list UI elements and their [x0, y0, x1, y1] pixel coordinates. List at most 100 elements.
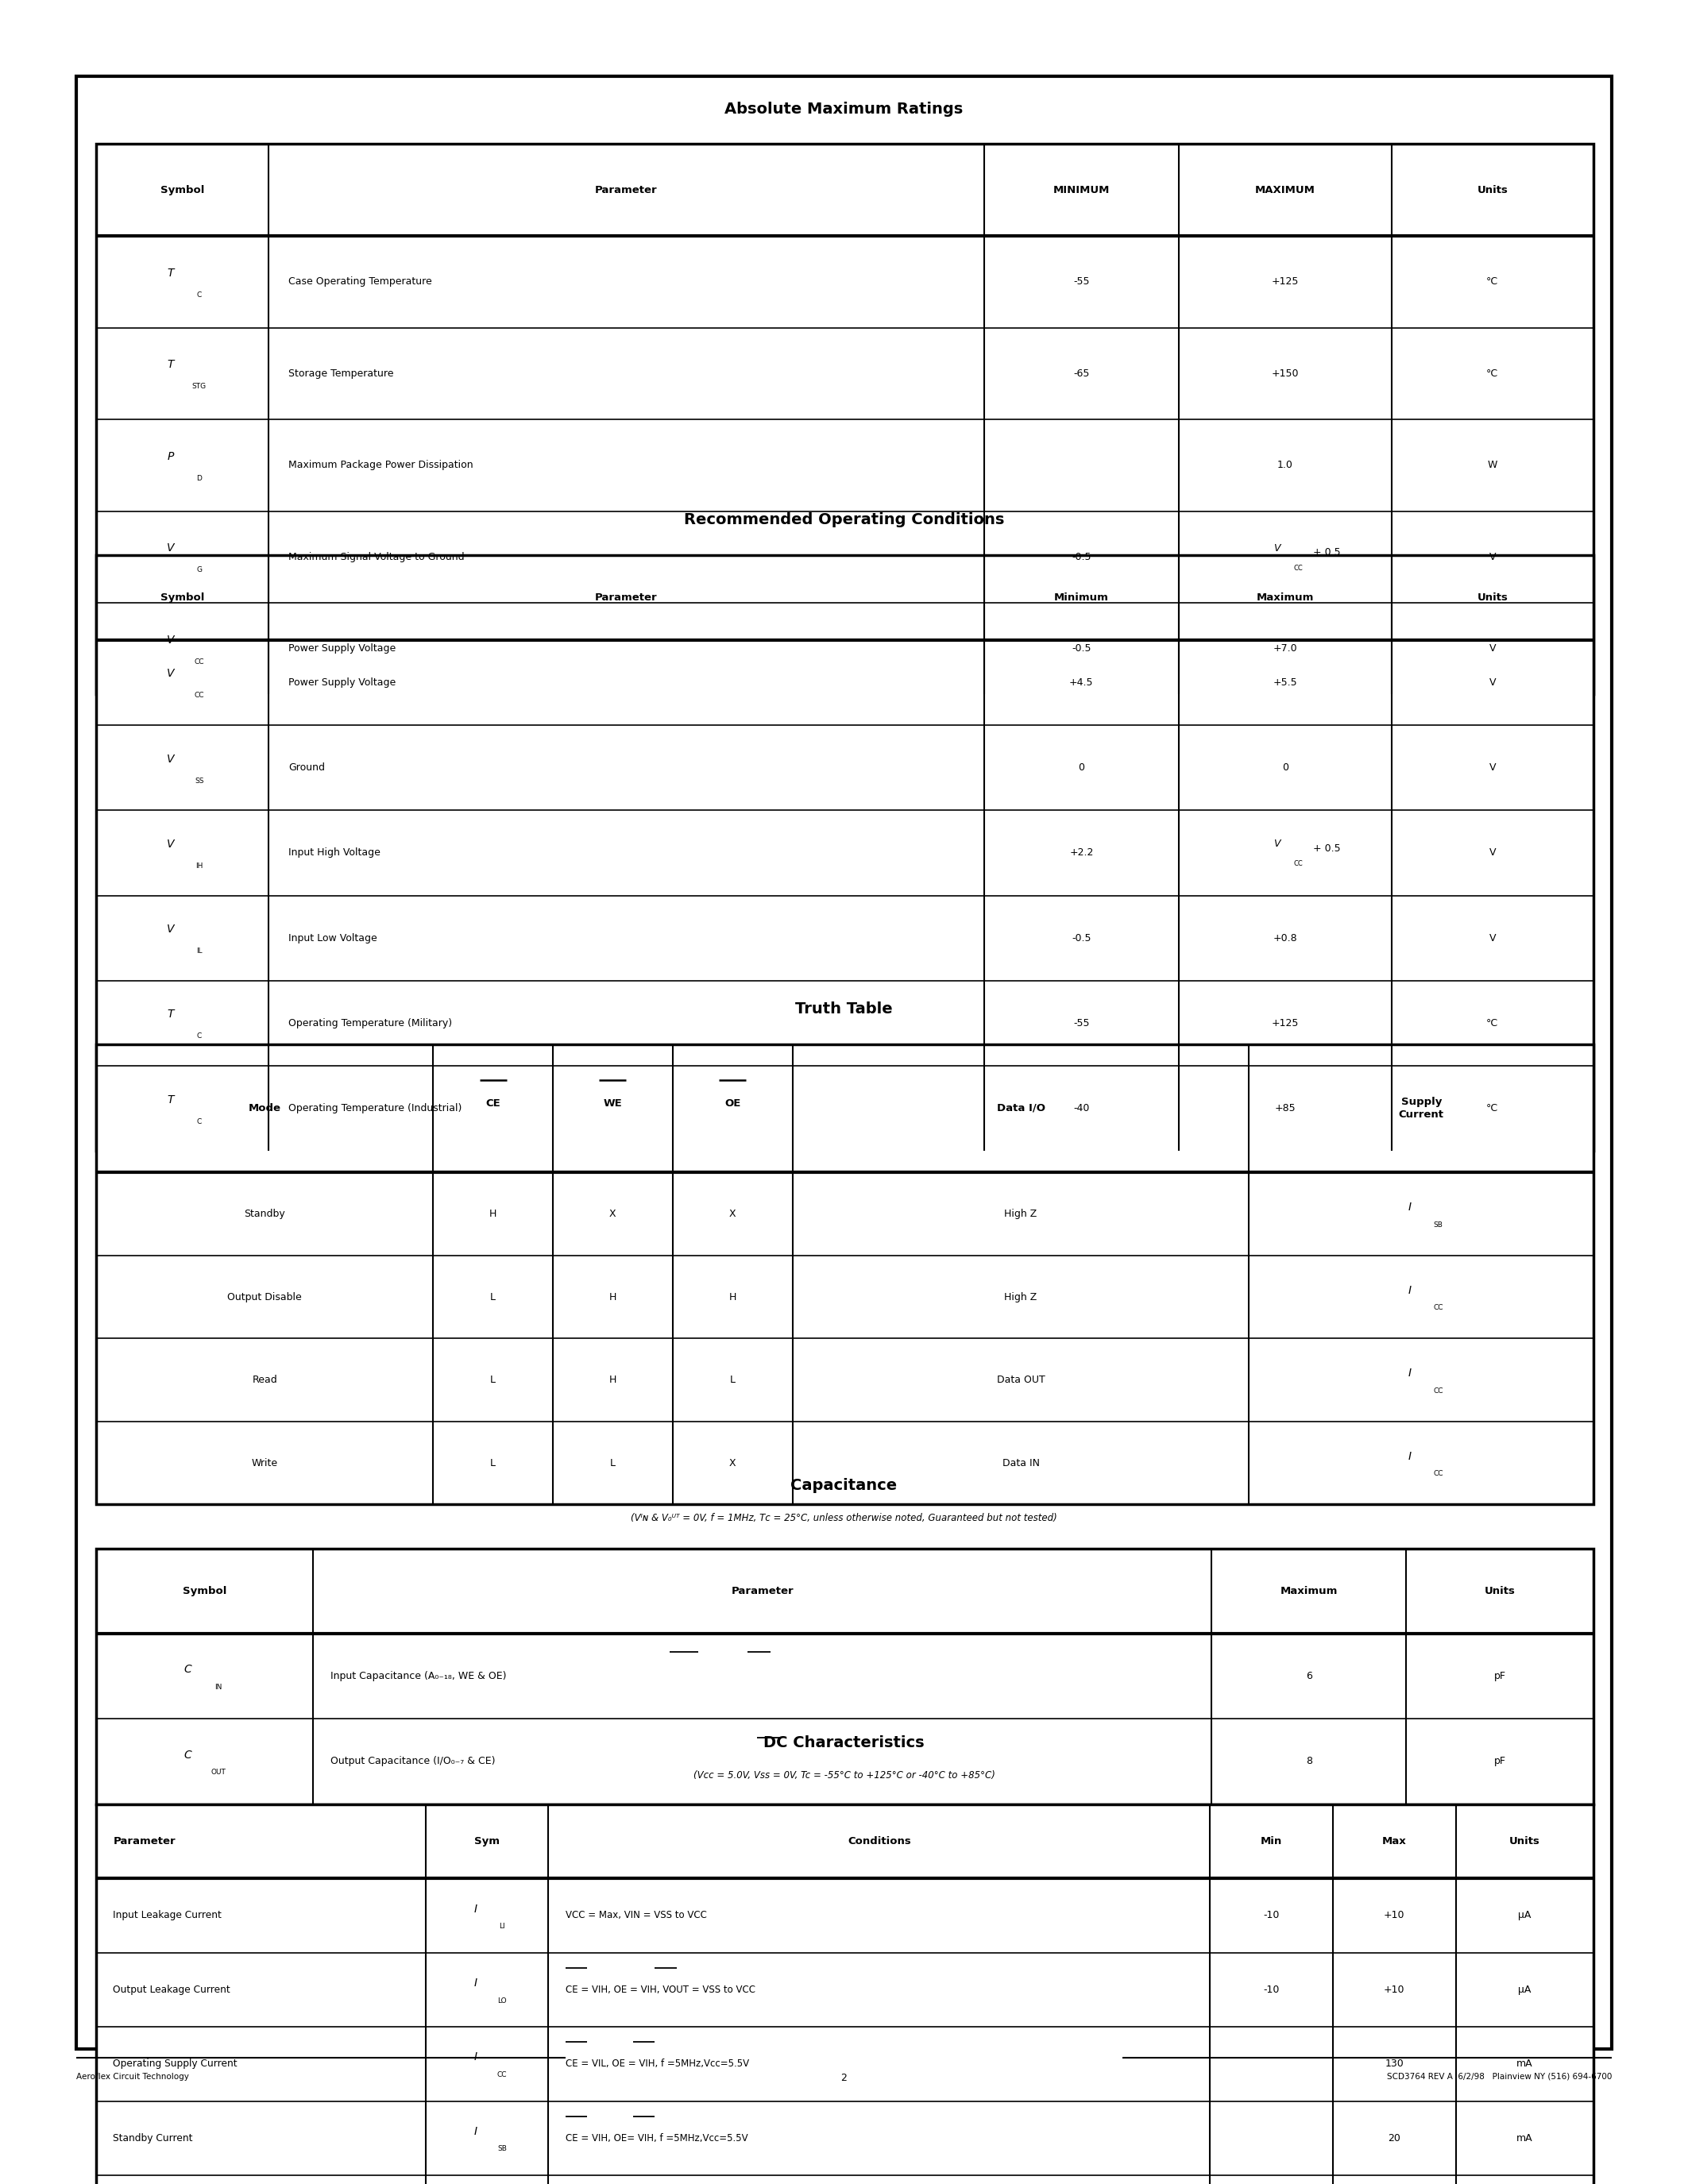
Text: -0.5: -0.5 [1072, 644, 1090, 653]
Bar [96, 555, 1593, 1151]
Text: MINIMUM: MINIMUM [1053, 186, 1109, 194]
Text: T: T [167, 1009, 174, 1020]
Text: P: P [167, 450, 174, 463]
Text: D: D [196, 474, 203, 483]
Text: MAXIMUM: MAXIMUM [1254, 186, 1315, 194]
Text: pF: pF [1494, 1756, 1506, 1767]
Text: CE = VIH, OE = VIH, VOUT = VSS to VCC: CE = VIH, OE = VIH, VOUT = VSS to VCC [565, 1985, 755, 1994]
Text: Parameter: Parameter [113, 1837, 176, 1845]
Text: C: C [197, 1118, 201, 1125]
Text: Min: Min [1261, 1837, 1283, 1845]
Text: H: H [609, 1376, 616, 1385]
Text: H: H [490, 1210, 496, 1219]
Text: I: I [474, 1902, 476, 1915]
Text: Input Low Voltage: Input Low Voltage [289, 933, 378, 943]
Text: +10: +10 [1384, 1985, 1404, 1994]
Text: Power Supply Voltage: Power Supply Voltage [289, 644, 397, 653]
Text: Storage Temperature: Storage Temperature [289, 369, 393, 378]
Text: CE = VIH, OE= VIH, f =5MHz,Vcc=5.5V: CE = VIH, OE= VIH, f =5MHz,Vcc=5.5V [565, 2134, 748, 2143]
Text: Symbol: Symbol [160, 186, 204, 194]
Text: +5.5: +5.5 [1273, 677, 1296, 688]
Text: +7.0: +7.0 [1273, 644, 1296, 653]
Text: CC: CC [1433, 1304, 1443, 1313]
Text: G: G [196, 566, 203, 574]
Text: Data OUT: Data OUT [996, 1376, 1045, 1385]
Bar [96, 1044, 1593, 1505]
Text: Input Capacitance (A₀₋₁₈, WE & OE): Input Capacitance (A₀₋₁₈, WE & OE) [331, 1671, 506, 1682]
Text: -10: -10 [1264, 1985, 1280, 1994]
Text: Recommended Operating Conditions: Recommended Operating Conditions [684, 513, 1004, 526]
Text: Minimum: Minimum [1053, 592, 1109, 603]
Text: Symbol: Symbol [182, 1586, 226, 1597]
Text: I: I [474, 2051, 476, 2064]
Text: L: L [490, 1459, 496, 1468]
Text: X: X [729, 1210, 736, 1219]
Text: Standby Current: Standby Current [113, 2134, 192, 2143]
Text: SCD3764 REV A  6/2/98   Plainview NY (516) 694-6700: SCD3764 REV A 6/2/98 Plainview NY (516) … [1388, 2073, 1612, 2081]
Text: Ground: Ground [289, 762, 326, 773]
Text: Output Capacitance (I/O₀₋₇ & CE): Output Capacitance (I/O₀₋₇ & CE) [331, 1756, 495, 1767]
Text: °C: °C [1487, 1103, 1499, 1114]
Text: V: V [1489, 644, 1496, 653]
Text: IN: IN [214, 1684, 223, 1690]
Text: Units: Units [1484, 1586, 1516, 1597]
Text: μA: μA [1518, 1985, 1531, 1994]
Bar [96, 1804, 1593, 2184]
Text: -40: -40 [1074, 1103, 1089, 1114]
Text: T: T [167, 1094, 174, 1105]
Text: I: I [474, 2125, 476, 2138]
Text: C: C [197, 290, 201, 299]
Text: V: V [167, 633, 174, 646]
Text: I: I [474, 1977, 476, 1990]
Text: °C: °C [1487, 1018, 1499, 1029]
Text: 6: 6 [1307, 1671, 1312, 1682]
Text: CC: CC [498, 2070, 506, 2079]
Text: V: V [1273, 839, 1280, 850]
Text: Parameter: Parameter [731, 1586, 793, 1597]
Text: +2.2: +2.2 [1069, 847, 1094, 858]
Text: SS: SS [194, 778, 204, 784]
Text: 0: 0 [1079, 762, 1085, 773]
Text: Parameter: Parameter [594, 186, 657, 194]
Text: L: L [490, 1293, 496, 1302]
Text: +4.5: +4.5 [1069, 677, 1094, 688]
Text: -0.5: -0.5 [1072, 933, 1090, 943]
Text: STG: STG [192, 382, 206, 391]
Text: Power Supply Voltage: Power Supply Voltage [289, 677, 397, 688]
Text: 0: 0 [1281, 762, 1288, 773]
Text: T: T [167, 266, 174, 280]
Text: -0.5: -0.5 [1072, 553, 1090, 561]
Text: IL: IL [196, 948, 203, 954]
Text: LO: LO [498, 1996, 506, 2005]
Text: Conditions: Conditions [847, 1837, 912, 1845]
Text: -55: -55 [1074, 277, 1089, 286]
Text: Units: Units [1509, 1837, 1539, 1845]
Text: X: X [729, 1459, 736, 1468]
Text: T: T [167, 358, 174, 371]
Text: Supply
Current: Supply Current [1399, 1096, 1443, 1120]
Text: SB: SB [498, 2145, 506, 2153]
Text: pF: pF [1494, 1671, 1506, 1682]
Text: 1.0: 1.0 [1278, 461, 1293, 470]
Text: Maximum: Maximum [1256, 592, 1313, 603]
Text: 8: 8 [1307, 1756, 1312, 1767]
Text: Aeroflex Circuit Technology: Aeroflex Circuit Technology [76, 2073, 189, 2081]
Text: -55: -55 [1074, 1018, 1089, 1029]
Text: Data I/O: Data I/O [996, 1103, 1045, 1114]
Text: I: I [1408, 1450, 1411, 1461]
Text: (Vcc = 5.0V, Vss = 0V, Tc = -55°C to +125°C or -40°C to +85°C): (Vcc = 5.0V, Vss = 0V, Tc = -55°C to +12… [694, 1771, 994, 1780]
Bar [96, 1548, 1593, 1804]
Text: Mode: Mode [248, 1103, 280, 1114]
Text: -10: -10 [1264, 1911, 1280, 1920]
Text: C: C [197, 1033, 201, 1040]
Text: Absolute Maximum Ratings: Absolute Maximum Ratings [724, 103, 964, 116]
Text: OE: OE [724, 1099, 741, 1109]
Text: °C: °C [1487, 277, 1499, 286]
Text: High Z: High Z [1004, 1210, 1036, 1219]
Text: CC: CC [1295, 563, 1303, 572]
Text: Write: Write [252, 1459, 279, 1468]
Text: +10: +10 [1384, 1911, 1404, 1920]
Text: μA: μA [1518, 1911, 1531, 1920]
Text: Output Leakage Current: Output Leakage Current [113, 1985, 231, 1994]
Text: OUT: OUT [211, 1769, 226, 1776]
